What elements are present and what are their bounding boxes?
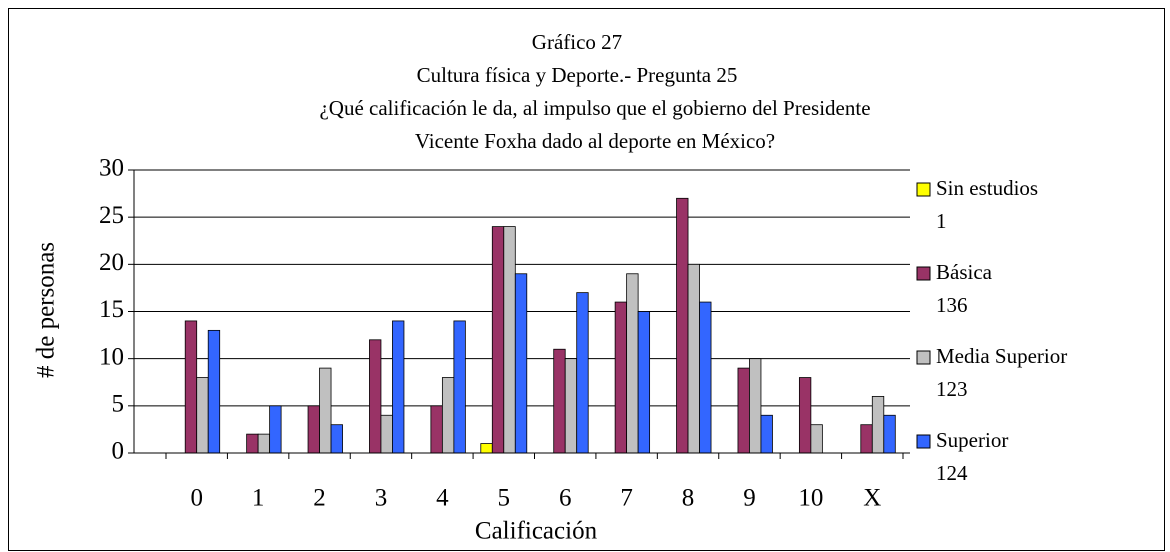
bar bbox=[196, 377, 209, 454]
bar bbox=[453, 320, 466, 454]
legend-swatch bbox=[916, 350, 931, 365]
legend-total: 123 bbox=[936, 377, 968, 401]
legend-label: Media Superior bbox=[936, 344, 1067, 368]
y-tick-label: 5 bbox=[112, 391, 125, 418]
x-tick-label: 2 bbox=[313, 485, 326, 512]
bar bbox=[699, 301, 712, 454]
bar bbox=[860, 424, 873, 454]
x-axis-label: Calificación bbox=[475, 518, 598, 545]
legend-swatch bbox=[916, 266, 931, 281]
bar bbox=[257, 433, 271, 454]
bar bbox=[626, 273, 639, 454]
y-tick-label: 30 bbox=[99, 155, 124, 182]
y-tick-label: 20 bbox=[99, 249, 124, 276]
bar bbox=[307, 405, 320, 454]
bar bbox=[380, 414, 393, 454]
x-tick-label: 6 bbox=[559, 485, 572, 512]
x-tick-label: 3 bbox=[375, 485, 388, 512]
y-axis-label: # de personas bbox=[33, 242, 60, 378]
x-tick-label: 7 bbox=[620, 485, 633, 512]
bar bbox=[269, 405, 282, 454]
legend-label: Sin estudios bbox=[936, 176, 1038, 200]
legend-total: 136 bbox=[936, 293, 968, 317]
bar bbox=[514, 273, 528, 454]
bar bbox=[392, 320, 405, 454]
chart-title: Gráfico 27 bbox=[532, 30, 622, 54]
bar bbox=[749, 358, 762, 454]
legend-label: Básica bbox=[936, 260, 993, 284]
bar bbox=[614, 301, 628, 454]
x-tick-label: 0 bbox=[190, 485, 203, 512]
bar bbox=[491, 226, 505, 454]
x-tick-label: 8 bbox=[682, 485, 695, 512]
bar bbox=[503, 226, 516, 454]
legend-swatch bbox=[916, 434, 931, 449]
y-tick-label: 10 bbox=[99, 343, 124, 370]
bar bbox=[871, 395, 885, 454]
x-tick-label: 9 bbox=[743, 485, 756, 512]
legend-swatch bbox=[916, 182, 931, 197]
x-tick-label: X bbox=[863, 485, 881, 512]
bar bbox=[676, 197, 689, 454]
bar bbox=[576, 292, 589, 454]
bar bbox=[737, 367, 750, 454]
bar bbox=[246, 433, 259, 454]
bar bbox=[369, 339, 382, 454]
bar bbox=[319, 367, 332, 454]
bar bbox=[883, 414, 896, 454]
bar bbox=[553, 348, 566, 454]
bar bbox=[207, 329, 221, 454]
legend-label: Superior bbox=[936, 428, 1008, 452]
bar bbox=[637, 311, 651, 454]
x-tick-label: 5 bbox=[498, 485, 511, 512]
x-tick-label: 1 bbox=[252, 485, 265, 512]
bar bbox=[564, 358, 578, 454]
y-tick-label: 0 bbox=[112, 438, 125, 465]
bar bbox=[760, 414, 773, 454]
chart-question: ¿Qué calificación le da, al impulso que … bbox=[319, 96, 870, 120]
bar bbox=[184, 320, 198, 454]
y-tick-label: 15 bbox=[99, 296, 124, 323]
bar bbox=[810, 424, 823, 454]
bar bbox=[330, 424, 343, 454]
y-tick-label: 25 bbox=[99, 202, 124, 229]
bar bbox=[687, 263, 700, 454]
bar bbox=[480, 443, 493, 454]
bar bbox=[798, 377, 812, 454]
bar bbox=[430, 405, 443, 454]
bar bbox=[441, 377, 455, 454]
legend-total: 1 bbox=[936, 209, 947, 233]
chart-subtitle: Cultura física y Deporte.- Pregunta 25 bbox=[417, 63, 738, 87]
chart-question: Vicente Foxha dado al deporte en México? bbox=[415, 129, 775, 153]
x-tick-label: 10 bbox=[798, 485, 823, 512]
legend-total: 124 bbox=[936, 461, 968, 485]
chart-border bbox=[8, 8, 1165, 551]
x-tick-label: 4 bbox=[436, 485, 449, 512]
